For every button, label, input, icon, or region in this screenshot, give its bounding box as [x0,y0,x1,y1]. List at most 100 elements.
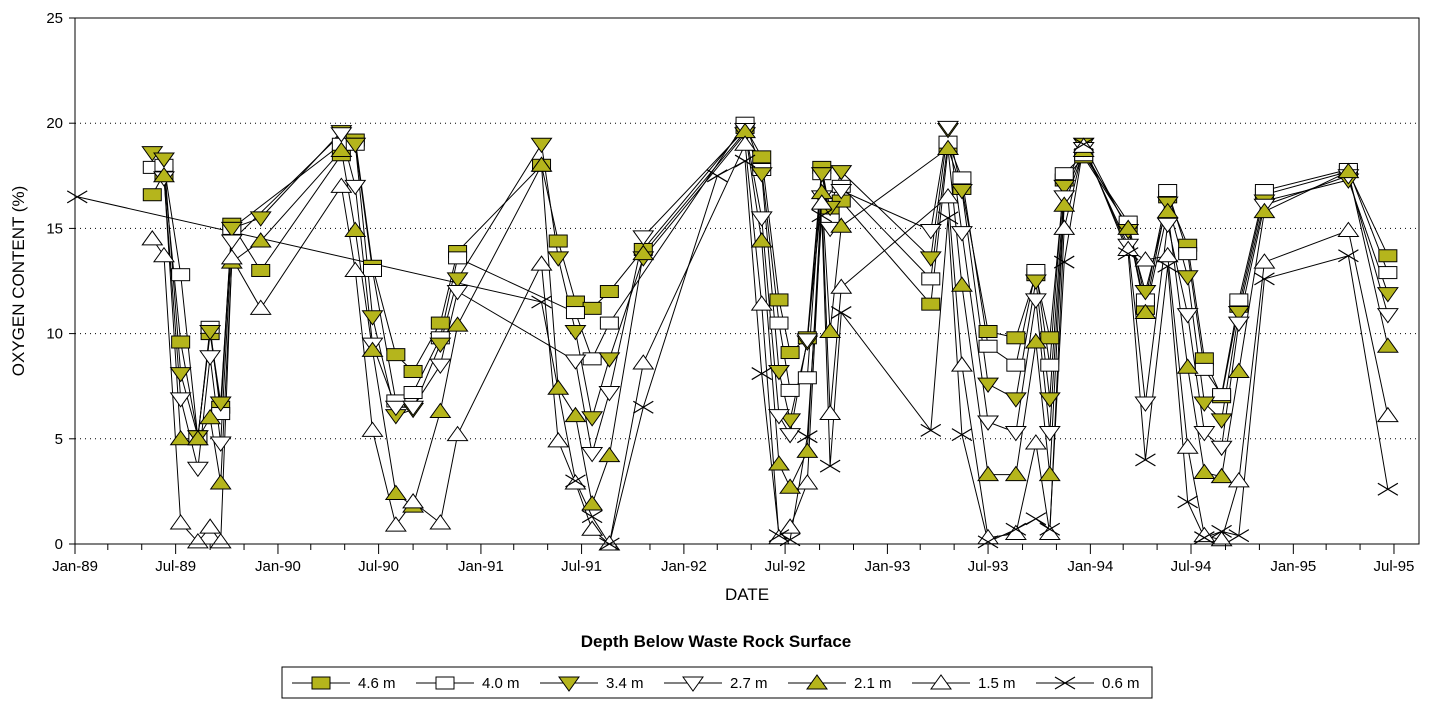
data-point [1376,287,1399,303]
data-point [1134,303,1157,320]
legend-entry: 3.4 m [540,675,644,692]
data-point [779,413,802,429]
data-point [950,226,973,242]
data-point [1157,259,1178,273]
data-point [1006,331,1026,345]
data-point [1210,413,1233,429]
data-point [1338,249,1359,263]
data-point [446,285,469,301]
data-point [169,429,192,446]
data-point [632,400,654,414]
data-point [530,137,553,154]
y-tick-label: 5 [55,431,63,448]
x-tick-label: Jan-93 [864,558,910,575]
x-axis: Jan-89 Jul-89 Jan-90 Jul-90 Jan-91 Jul-91 Jan-… [52,544,1414,575]
data-point [830,184,853,200]
data-point [209,533,232,549]
data-point [1176,308,1199,324]
legend-marker [682,676,704,692]
data-point [978,324,998,338]
data-point [1024,274,1047,290]
data-point [797,430,818,444]
data-point [768,364,790,381]
data-point [384,400,407,417]
data-point [1004,425,1027,442]
data-point [446,425,469,442]
data-point [169,367,192,383]
data-point [1053,219,1076,235]
legend-entry: 2.1 m [788,674,892,692]
data-point [186,429,209,446]
data-point [1212,388,1232,402]
data-point [780,383,800,397]
data-point [1025,512,1047,526]
data-point [950,276,973,292]
data-point [1377,482,1399,496]
data-point [429,514,452,530]
data-point [920,423,942,437]
data-point [1378,249,1398,263]
data-point [706,169,728,183]
data-point [446,272,469,288]
data-point [581,520,604,536]
data-point [565,474,586,488]
data-point [199,408,222,425]
legend-label: 2.1 m [854,675,892,692]
data-point [977,535,999,549]
legend-entry: 4.0 m [416,675,520,692]
data-point [768,409,790,425]
data-point [768,529,790,543]
data-point [531,295,552,309]
data-point [1193,396,1216,412]
data-point [1376,308,1399,324]
data-point [750,167,773,183]
series-0-6-m [77,142,1389,546]
data-point [1024,434,1047,450]
data-point [1177,495,1198,509]
data-point [769,316,789,330]
data-point [403,364,423,378]
data-point [330,177,353,193]
data-point [384,516,407,532]
legend-marker [435,676,455,690]
data-point [1210,440,1233,457]
data-point [819,459,841,473]
data-point [344,137,367,154]
legend-label: 1.5 m [978,675,1016,692]
data-point [403,386,423,400]
data-point [1210,467,1233,484]
data-point [1376,337,1399,353]
data-point [1158,184,1178,198]
data-point [598,386,621,402]
data-point [429,402,452,418]
data-point [186,461,209,478]
data-point [1004,392,1027,408]
y-axis-label: OXYGEN CONTENT (%) [9,186,28,376]
data-point [830,306,852,320]
data-point [1005,522,1027,536]
x-tick-label: Jan-91 [458,558,504,575]
legend-entry: 2.7 m [664,675,768,692]
data-point [750,232,773,248]
data-point [1053,179,1076,196]
data-point [251,263,271,277]
data-point [199,324,222,341]
data-point [209,396,232,412]
data-point [977,465,1000,482]
data-point [402,400,425,417]
x-tick-label: Jul-91 [561,558,602,575]
data-point [632,354,655,370]
data-point [1117,247,1139,261]
data-point [1337,162,1360,179]
data-point [171,268,191,282]
data-point [599,316,619,330]
data-point [199,518,222,534]
data-point [564,324,587,341]
data-point [581,411,604,427]
data-point [819,404,842,421]
legend-marker [311,676,331,690]
data-point [978,339,998,353]
data-point [361,341,384,357]
series-group [66,116,1399,551]
data-point [1038,524,1061,540]
